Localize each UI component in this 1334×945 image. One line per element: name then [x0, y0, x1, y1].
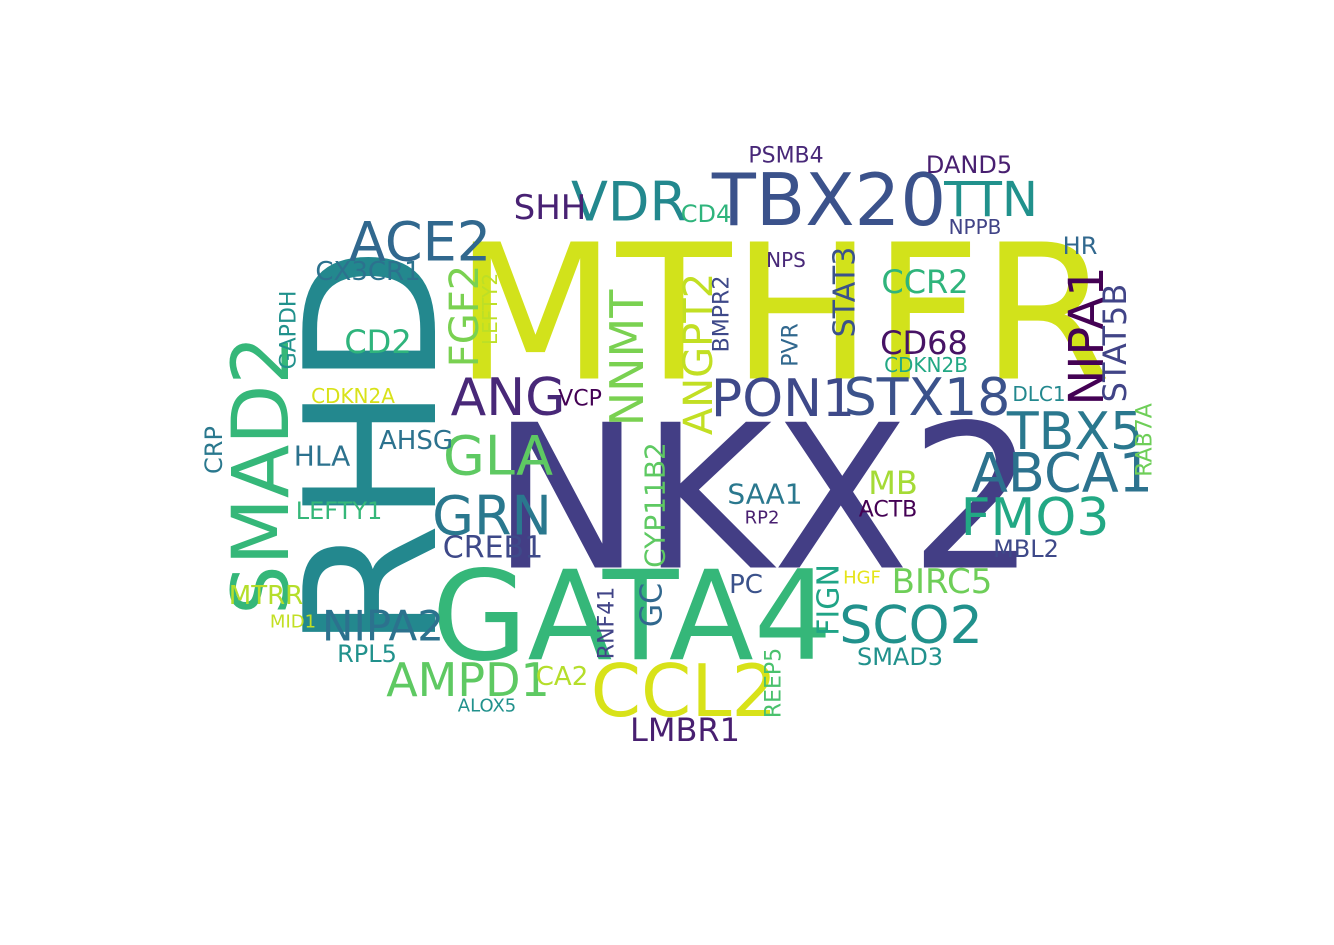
word-mtrr: MTRR [229, 581, 303, 611]
word-ampd1: AMPD1 [386, 653, 550, 707]
word-rp2: RP2 [745, 508, 780, 529]
word-cd4: CD4 [681, 200, 732, 228]
word-vdr: VDR [571, 171, 687, 234]
word-smad2: SMAD2 [217, 335, 307, 615]
word-nppb: NPPB [949, 215, 1002, 239]
word-creb1: CREB1 [443, 531, 543, 566]
word-ang: ANG [451, 368, 566, 428]
word-angpt2: ANGPT2 [676, 273, 722, 435]
word-cdkn2a: CDKN2A [311, 384, 395, 408]
word-psmb4: PSMB4 [748, 144, 823, 169]
word-nipa1: NIPA1 [1059, 266, 1115, 405]
word-ttn: TTN [943, 172, 1038, 228]
word-ace2: ACE2 [349, 211, 491, 274]
word-ca2: CA2 [536, 662, 588, 692]
word-mid1: MID1 [270, 612, 316, 633]
word-lefty1: LEFTY1 [296, 497, 383, 525]
word-bmpr2: BMPR2 [710, 276, 735, 353]
word-hgf: HGF [843, 568, 881, 589]
word-gc: GC [635, 583, 670, 627]
word-hr: HR [1063, 232, 1098, 260]
word-reep5: REEP5 [762, 648, 787, 718]
word-actb: ACTB [859, 498, 918, 523]
word-fign: FIGN [812, 564, 847, 636]
word-stx18: STX18 [844, 368, 1011, 428]
word-hla: HLA [294, 440, 350, 473]
word-ccl2: CCL2 [591, 649, 777, 733]
word-ahsg: AHSG [379, 426, 453, 456]
word-cyp11b2: CYP11B2 [639, 442, 672, 568]
word-rnf41: RNF41 [595, 587, 620, 659]
word-dlc1: DLC1 [1012, 382, 1065, 406]
word-tbx5: TBX5 [1006, 402, 1143, 462]
word-nps: NPS [766, 248, 806, 272]
word-gla: GLA [443, 425, 553, 488]
word-nnmt: NNMT [600, 289, 654, 427]
word-rab7a: RAB7A [1133, 403, 1158, 477]
word-pc: PC [729, 570, 763, 600]
word-smad3: SMAD3 [857, 643, 943, 671]
word-nkx2: NKX2 [491, 383, 1036, 616]
word-abca1: ABCA1 [971, 442, 1153, 505]
word-sco2: SCO2 [839, 596, 982, 656]
word-rpl5: RPL5 [337, 640, 397, 668]
word-mb: MB [868, 464, 918, 502]
word-saa1: SAA1 [727, 478, 802, 511]
word-tbx20: TBX20 [711, 158, 946, 242]
word-cd68: CD68 [880, 324, 968, 362]
word-gata4: GATA4 [431, 545, 832, 689]
word-fgf2: FGF2 [442, 265, 488, 367]
word-cd2: CD2 [344, 323, 411, 361]
word-stat3: STAT3 [828, 247, 863, 338]
word-birc5: BIRC5 [892, 562, 993, 602]
word-fmo3: FMO3 [961, 488, 1110, 548]
word-alox5: ALOX5 [458, 696, 517, 717]
word-pon1: PON1 [711, 369, 855, 429]
word-ccr2: CCR2 [881, 263, 968, 301]
word-pvr: PVR [779, 323, 804, 367]
word-dand5: DAND5 [926, 151, 1012, 179]
word-mthfr: MTHFR [454, 205, 1111, 424]
word-lefty2: LEFTY2 [478, 273, 502, 345]
word-nipa2: NIPA2 [322, 602, 444, 651]
word-lmbr1: LMBR1 [630, 711, 740, 749]
word-grn: GRN [432, 485, 552, 548]
word-gapdh: GAPDH [277, 291, 302, 370]
word-rhd: RHD [266, 246, 478, 649]
word-shh: SHH [514, 188, 587, 228]
word-cdkn2b: CDKN2B [884, 353, 968, 377]
word-crp: CRP [200, 426, 228, 474]
word-mbl2: MBL2 [993, 535, 1059, 563]
word-vcp: VCP [558, 387, 602, 412]
word-stat5b: STAT5B [1096, 284, 1134, 403]
word-cx3cr1: CX3CR1 [315, 257, 420, 287]
